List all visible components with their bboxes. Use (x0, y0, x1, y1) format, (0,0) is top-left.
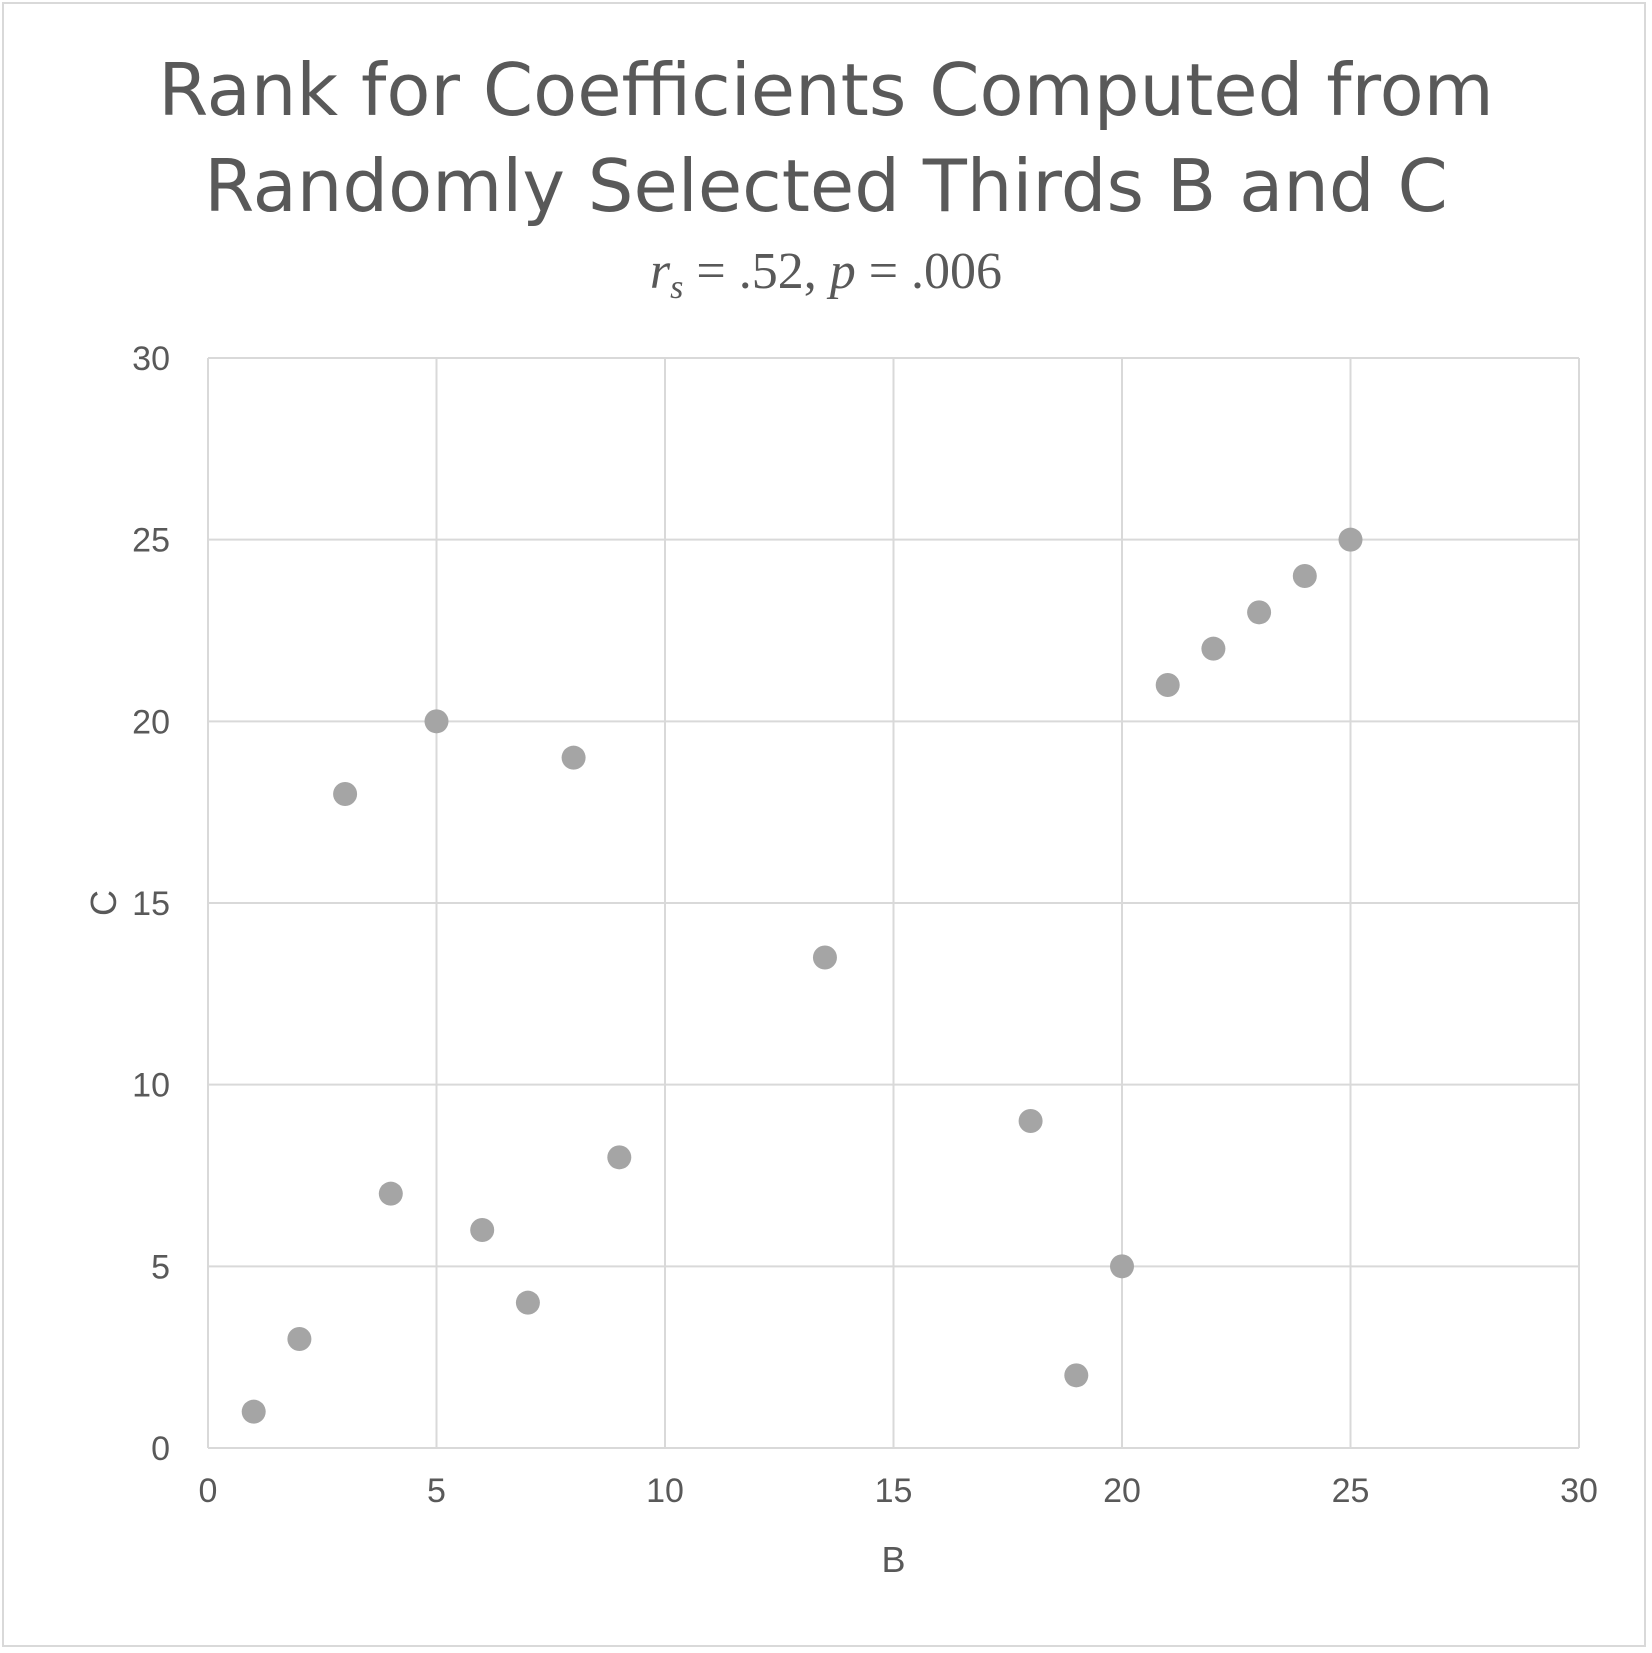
data-point (1247, 600, 1272, 625)
data-point (1155, 673, 1180, 697)
data-point (1338, 527, 1363, 552)
x-tick-label: 15 (875, 1472, 913, 1510)
data-point (607, 1145, 632, 1170)
data-point (378, 1181, 403, 1206)
y-tick-label: 25 (132, 522, 170, 560)
chart-title: Rank for Coefficients Computed from Rand… (0, 42, 1652, 234)
data-point (1201, 636, 1226, 661)
chart-subtitle: rs = .52, p = .006 (0, 240, 1652, 306)
data-point (470, 1218, 495, 1242)
y-tick-label: 0 (151, 1430, 170, 1468)
data-point (287, 1327, 312, 1351)
y-tick-label: 5 (151, 1248, 170, 1286)
data-point (1018, 1109, 1043, 1133)
x-tick-label: 10 (646, 1472, 684, 1510)
data-point (1110, 1254, 1134, 1279)
data-point (561, 745, 586, 770)
data-point (812, 945, 837, 970)
data-point (333, 782, 358, 806)
p-value: = .006 (855, 243, 1003, 300)
x-axis-title: B (881, 1539, 905, 1580)
data-point (241, 1399, 266, 1424)
data-point (1292, 564, 1317, 588)
x-axis-ticks: 0 5 10 15 20 25 30 (199, 1472, 1598, 1510)
r-value: = .52, (683, 243, 830, 300)
y-tick-label: 20 (132, 703, 170, 741)
r-subscript: s (670, 269, 684, 306)
chart-title-line-2: Randomly Selected Thirds B and C (204, 144, 1448, 228)
x-tick-label: 20 (1103, 1472, 1141, 1510)
x-tick-label: 25 (1332, 1472, 1370, 1510)
y-tick-label: 10 (132, 1067, 170, 1105)
data-point (1064, 1363, 1089, 1388)
y-tick-label: 30 (132, 340, 170, 378)
chart-title-line-1: Rank for Coefficients Computed from (158, 48, 1494, 132)
data-point (424, 709, 449, 734)
r-symbol: r (649, 243, 671, 300)
y-axis-ticks: 0 5 10 15 20 25 30 (132, 340, 170, 1468)
y-tick-label: 15 (132, 885, 170, 923)
x-tick-label: 30 (1560, 1472, 1598, 1510)
y-axis-title: C (83, 890, 124, 916)
data-points (241, 527, 1363, 1424)
gridlines (207, 357, 1580, 1449)
x-tick-label: 0 (199, 1472, 218, 1510)
x-tick-label: 5 (427, 1472, 446, 1510)
p-symbol: p (829, 243, 856, 300)
data-point (515, 1290, 540, 1315)
